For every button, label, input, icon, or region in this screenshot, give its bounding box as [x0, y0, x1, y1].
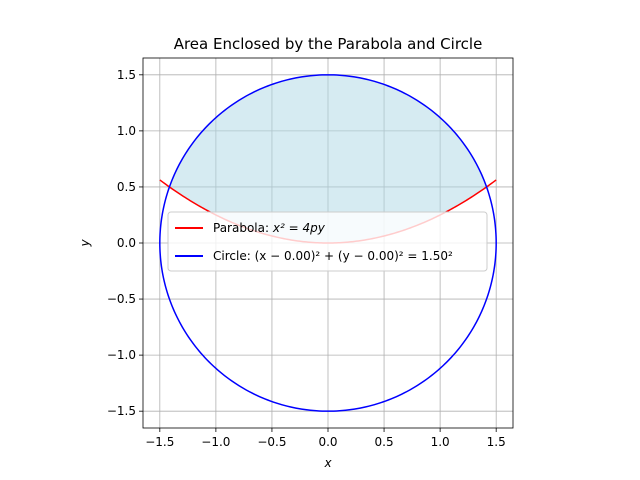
- legend-parabola-prefix: Parabola:: [213, 221, 273, 235]
- y-axis-ticks: −1.5 −1.0 −0.5 0.0 0.5 1.0 1.5: [107, 68, 143, 418]
- x-axis-label: x: [323, 456, 332, 470]
- shaded-area: [167, 74, 489, 243]
- circle-series-line: [159, 74, 497, 412]
- legend-circle-prefix: Circle:: [213, 249, 255, 263]
- legend-circle-math: (x − 0.00)² + (y − 0.00)² = 1.50²: [255, 249, 453, 263]
- x-tick-label: 0.0: [318, 435, 337, 449]
- x-axis-ticks: −1.5 −1.0 −0.5 0.0 0.5 1.0 1.5: [145, 428, 506, 449]
- legend-box: [167, 211, 488, 272]
- legend: Parabola: x² = 4py Circle: (x − 0.00)² +…: [167, 211, 488, 272]
- chart-title: Area Enclosed by the Parabola and Circle: [174, 35, 483, 53]
- y-axis-label: y: [78, 239, 92, 248]
- x-tick-label: 1.5: [487, 435, 506, 449]
- y-tick-label: −1.5: [107, 404, 136, 418]
- y-tick-label: 0.0: [117, 236, 136, 250]
- y-tick-label: 0.5: [117, 180, 136, 194]
- y-tick-label: −0.5: [107, 292, 136, 306]
- legend-label-parabola: Parabola: x² = 4py: [213, 221, 326, 235]
- legend-parabola-math: x² = 4py: [272, 221, 326, 235]
- legend-label-circle: Circle: (x − 0.00)² + (y − 0.00)² = 1.50…: [213, 249, 453, 263]
- y-tick-label: −1.0: [107, 348, 136, 362]
- x-tick-label: 1.0: [431, 435, 450, 449]
- x-tick-label: 0.5: [375, 435, 394, 449]
- x-tick-label: −1.5: [145, 435, 174, 449]
- x-tick-label: −1.0: [201, 435, 230, 449]
- x-tick-label: −0.5: [257, 435, 286, 449]
- y-tick-label: 1.0: [117, 124, 136, 138]
- y-tick-label: 1.5: [117, 68, 136, 82]
